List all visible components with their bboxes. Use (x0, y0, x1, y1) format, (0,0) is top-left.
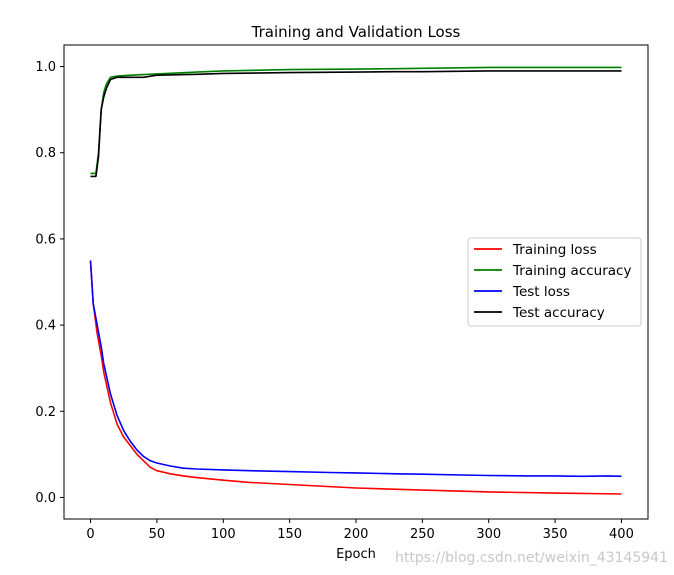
x-tick-label: 200 (344, 527, 369, 542)
legend-entry: Test accuracy (512, 305, 605, 321)
legend-entry: Test loss (512, 284, 570, 300)
y-tick-label: 1.0 (35, 60, 56, 75)
y-tick-label: 0.2 (35, 405, 56, 420)
watermark: https://blog.csdn.net/weixin_43145941 (395, 550, 668, 566)
legend: Training loss Training accuracy Test loss T… (467, 237, 642, 327)
y-tick-label: 0.0 (35, 491, 56, 506)
y-tick-label: 0.8 (35, 146, 56, 161)
x-axis-label: Epoch (336, 547, 376, 562)
x-tick-label: 50 (149, 527, 166, 542)
chart-title: Training and Validation Loss (251, 23, 461, 41)
y-axis-ticks: 0.0 0.2 0.4 0.6 0.8 1.0 (35, 60, 64, 506)
x-tick-label: 250 (410, 527, 435, 542)
x-tick-label: 400 (609, 527, 634, 542)
legend-box (467, 237, 642, 327)
x-tick-label: 300 (476, 527, 501, 542)
legend-entry: Training accuracy (512, 263, 631, 279)
plot-lines (89, 66, 622, 495)
legend-entry: Training loss (512, 242, 597, 258)
series-line-training-accuracy (90, 66, 622, 175)
y-tick-label: 0.6 (35, 232, 56, 247)
x-axis-ticks: 0 50 100 150 200 250 300 350 400 (86, 519, 634, 542)
series-line-test-loss (89, 260, 622, 478)
series-line-training-loss (89, 260, 622, 495)
x-tick-label: 0 (86, 527, 94, 542)
x-tick-label: 350 (543, 527, 568, 542)
series-line-test-accuracy (90, 70, 622, 178)
x-tick-label: 100 (211, 527, 236, 542)
x-tick-label: 150 (277, 527, 302, 542)
y-tick-label: 0.4 (35, 319, 56, 334)
